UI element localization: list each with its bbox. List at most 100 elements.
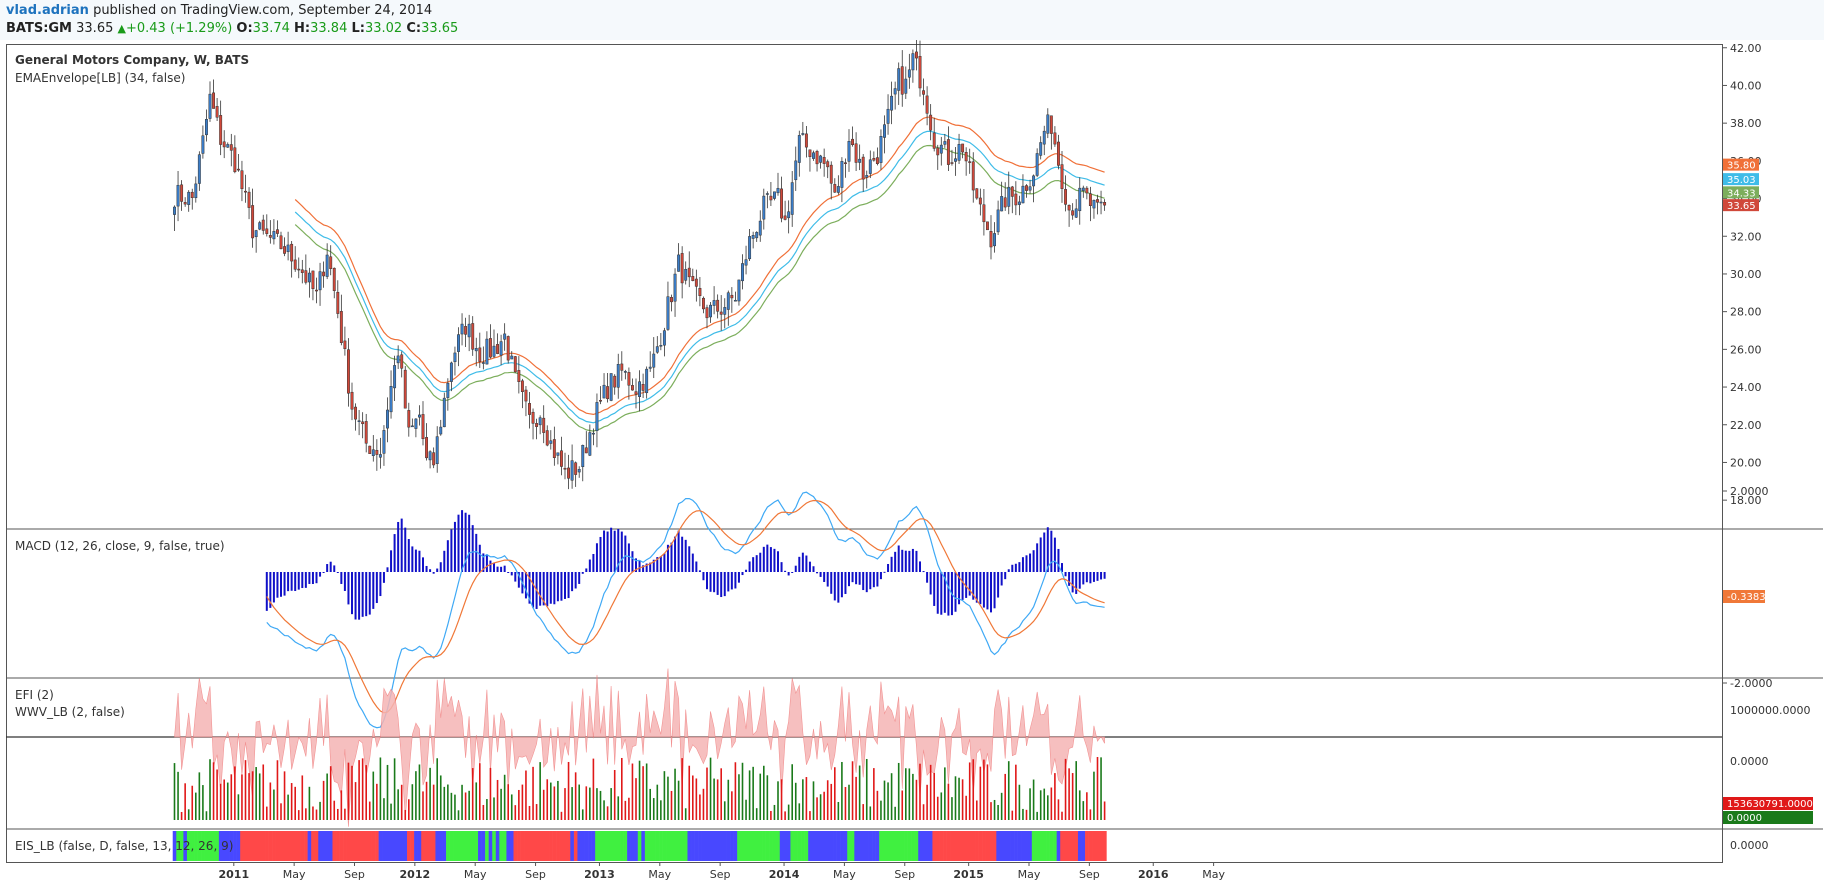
candle-body — [627, 372, 631, 386]
wwv-bar — [393, 758, 396, 820]
wwv-bar — [347, 762, 350, 820]
eis-bar — [1049, 831, 1054, 861]
candle-body — [1021, 185, 1025, 204]
wwv-bar — [1036, 811, 1038, 820]
macd-histogram-bar — [329, 561, 332, 572]
wwv-bar — [706, 767, 708, 820]
candle-body — [840, 161, 844, 188]
candle-body — [535, 423, 539, 427]
candle-body — [279, 235, 283, 250]
candle-body — [1035, 153, 1039, 176]
candle-body — [705, 307, 709, 319]
time-axis-label: Sep — [344, 868, 365, 881]
candle-body — [425, 437, 429, 459]
wwv-bar — [400, 784, 403, 820]
macd-histogram-bar — [979, 572, 982, 605]
candle-body — [428, 451, 432, 461]
wwv-bar — [1015, 764, 1017, 820]
macd-histogram-bar — [457, 514, 460, 572]
wwv-bar — [944, 767, 946, 820]
candle-body — [1078, 187, 1082, 212]
candle-body — [446, 382, 450, 398]
eis-bar — [762, 831, 766, 861]
eis-bar — [651, 831, 656, 861]
macd-histogram-bar — [840, 572, 843, 598]
macd-histogram-bar — [677, 530, 680, 572]
author-link[interactable]: vlad.adrian — [6, 3, 89, 18]
macd-histogram-bar — [766, 544, 769, 572]
candle-body — [1060, 164, 1064, 189]
macd-histogram-bar — [684, 539, 687, 572]
wwv-bar — [439, 775, 442, 820]
macd-histogram-bar — [1046, 527, 1049, 572]
candle-body — [410, 425, 414, 428]
macd-histogram-bar — [610, 527, 613, 572]
macd-axis-label: -2.0000 — [1730, 677, 1772, 690]
candle-body — [1053, 132, 1057, 145]
wwv-bar — [273, 789, 275, 820]
wwv-bar — [244, 760, 247, 820]
macd-histogram-bar — [276, 572, 279, 598]
candle-body — [755, 232, 759, 239]
candle-body — [556, 452, 560, 456]
candle-body — [407, 410, 411, 428]
candle-body — [623, 371, 627, 373]
candle-body — [684, 269, 688, 281]
candle-body — [254, 230, 258, 238]
eis-bar — [982, 831, 986, 861]
eis-bar — [864, 831, 869, 861]
macd-histogram-bar — [322, 572, 325, 573]
wwv-axis-label: 0.0000 — [1730, 755, 1769, 768]
chart-area[interactable]: 18.00 20.00 22.00 24.00 26.00 28.00 30.00 32.00… — [0, 40, 1824, 890]
eis-bar — [446, 831, 450, 861]
wwv-bar — [479, 763, 481, 820]
candle-body — [393, 365, 397, 389]
wwv-bar — [826, 780, 829, 820]
quote-line: BATS:GM 33.65 ▲+0.43 (+1.29%) O:33.74 H:… — [6, 21, 458, 36]
wwv-bar — [312, 806, 314, 820]
wwv-bar — [578, 784, 580, 820]
candle-body — [762, 195, 766, 220]
wwv-bar — [184, 783, 186, 820]
macd-histogram-bar — [688, 546, 691, 572]
wwv-bar — [837, 801, 840, 820]
macd-histogram-bar — [546, 572, 549, 607]
eis-bar — [978, 831, 983, 861]
time-axis-label: May — [1202, 868, 1225, 881]
candle-body — [219, 115, 223, 145]
wwv-bar — [226, 782, 229, 820]
candle-body — [478, 347, 482, 362]
candle-body — [1014, 193, 1018, 206]
macd-histogram-bar — [777, 551, 779, 572]
macd-histogram-bar — [425, 565, 428, 572]
eis-bar — [403, 831, 408, 861]
wwv-bar — [606, 806, 609, 820]
eis-bar — [438, 831, 443, 861]
wwv-bar — [173, 763, 176, 820]
macd-histogram-bar — [1103, 572, 1106, 579]
candle-body — [1071, 210, 1075, 216]
wwv-bar — [688, 765, 691, 820]
time-axis-label: 2012 — [400, 868, 431, 881]
candle-body — [176, 184, 180, 207]
macd-histogram-bar — [911, 548, 914, 572]
eis-bar — [889, 831, 894, 861]
price-axis-label: 42.00 — [1730, 42, 1762, 55]
macd-histogram-bar — [642, 565, 645, 572]
candle-body — [577, 469, 581, 473]
wwv-bar — [475, 782, 478, 820]
macd-histogram-bar — [443, 550, 446, 572]
macd-histogram-bar — [982, 572, 985, 608]
eis-bar — [747, 831, 752, 861]
wwv-bar — [202, 785, 204, 820]
wwv-bar — [983, 759, 985, 820]
eis-bar — [492, 831, 497, 861]
macd-histogram-bar — [564, 572, 566, 599]
macd-histogram-bar — [716, 572, 719, 595]
eis-bar — [453, 831, 458, 861]
candle-body — [524, 389, 528, 402]
macd-histogram-bar — [581, 572, 584, 574]
candle-body — [414, 418, 418, 429]
eis-bar — [563, 831, 568, 861]
wwv-bar — [621, 757, 623, 820]
